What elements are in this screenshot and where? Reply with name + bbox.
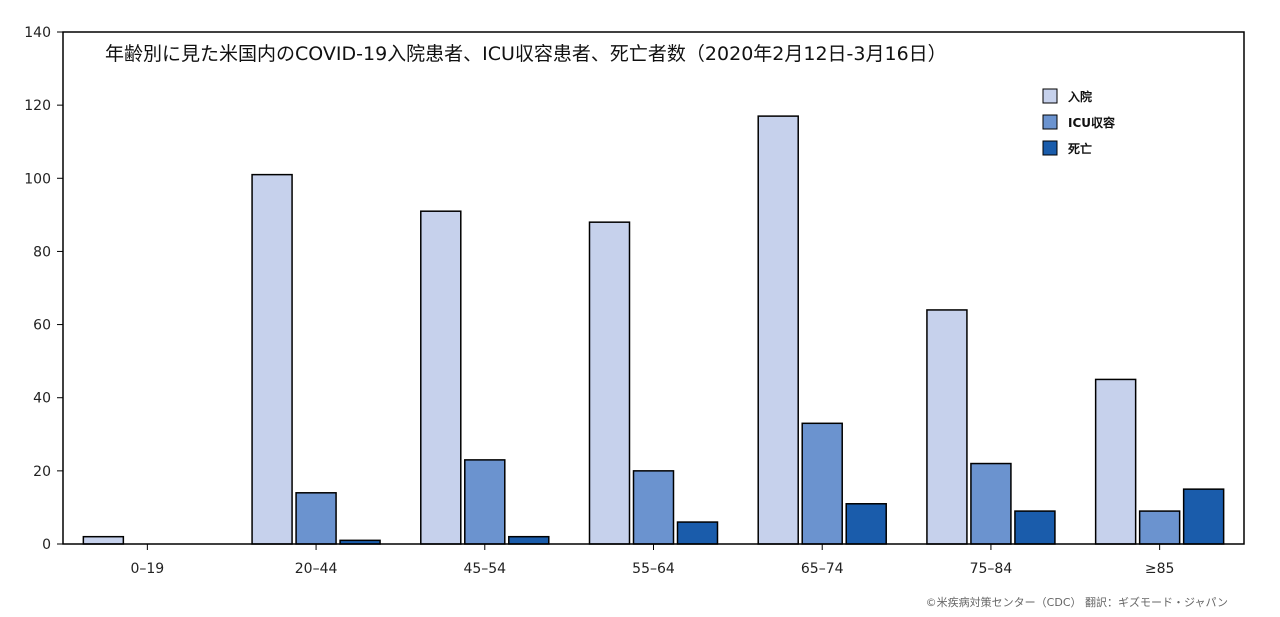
- bar-icu: [1138, 510, 1181, 545]
- x-tick-label: 20–44: [295, 561, 338, 577]
- bar-hospitalized: [757, 115, 799, 545]
- bar-icu: [801, 422, 843, 545]
- y-tick-label: 40: [33, 391, 51, 407]
- bar-death: [1182, 488, 1225, 545]
- y-tick-label: 100: [24, 171, 51, 187]
- x-tick-label: 75–84: [970, 561, 1013, 577]
- y-tick-label: 20: [33, 464, 51, 480]
- bar-hospitalized: [1094, 378, 1137, 545]
- legend-label: ICU収容: [1068, 115, 1115, 130]
- y-tick-label: 120: [24, 98, 51, 114]
- bars-layer: [82, 115, 1225, 545]
- y-tick-label: 80: [33, 244, 51, 260]
- y-tick-label: 140: [24, 25, 51, 41]
- x-tick-label: 0–19: [130, 561, 164, 577]
- bar-hospitalized: [82, 535, 125, 545]
- bar-death: [508, 535, 550, 545]
- x-tick-label: 55–64: [632, 561, 675, 577]
- x-tick-label: ≥85: [1145, 561, 1175, 577]
- y-tick-label: 0: [42, 537, 51, 553]
- legend-swatch: [1042, 88, 1058, 104]
- credit-text: ©米疾病対策センター（CDC） 翻訳：ギズモード・ジャパン: [926, 595, 1228, 609]
- x-axis: 0–19 20–44 45–54 55–64 65–74 75–84 ≥85: [130, 544, 1174, 577]
- bar-death: [1014, 510, 1056, 545]
- x-tick-label: 65–74: [801, 561, 844, 577]
- bar-hospitalized: [926, 309, 968, 545]
- bar-icu: [970, 462, 1012, 545]
- x-tick-label: 45–54: [463, 561, 506, 577]
- bar-icu: [632, 470, 675, 545]
- y-tick-label: 60: [33, 318, 51, 334]
- bar-hospitalized: [588, 221, 631, 545]
- bar-icu: [295, 492, 337, 545]
- bar-hospitalized: [251, 173, 293, 545]
- legend-swatch: [1042, 114, 1058, 130]
- bar-death: [676, 521, 719, 545]
- y-axis: 0 20 40 60 80 100 120 140: [24, 25, 63, 553]
- legend-label: 入院: [1068, 89, 1092, 104]
- bar-icu: [464, 459, 506, 545]
- bar-hospitalized: [420, 210, 462, 545]
- bar-death: [845, 503, 887, 545]
- legend-label: 死亡: [1068, 141, 1092, 156]
- legend-swatch: [1042, 140, 1058, 156]
- chart-title: 年齢別に見た米国内のCOVID-19入院患者、ICU収容患者、死亡者数（2020…: [105, 43, 947, 65]
